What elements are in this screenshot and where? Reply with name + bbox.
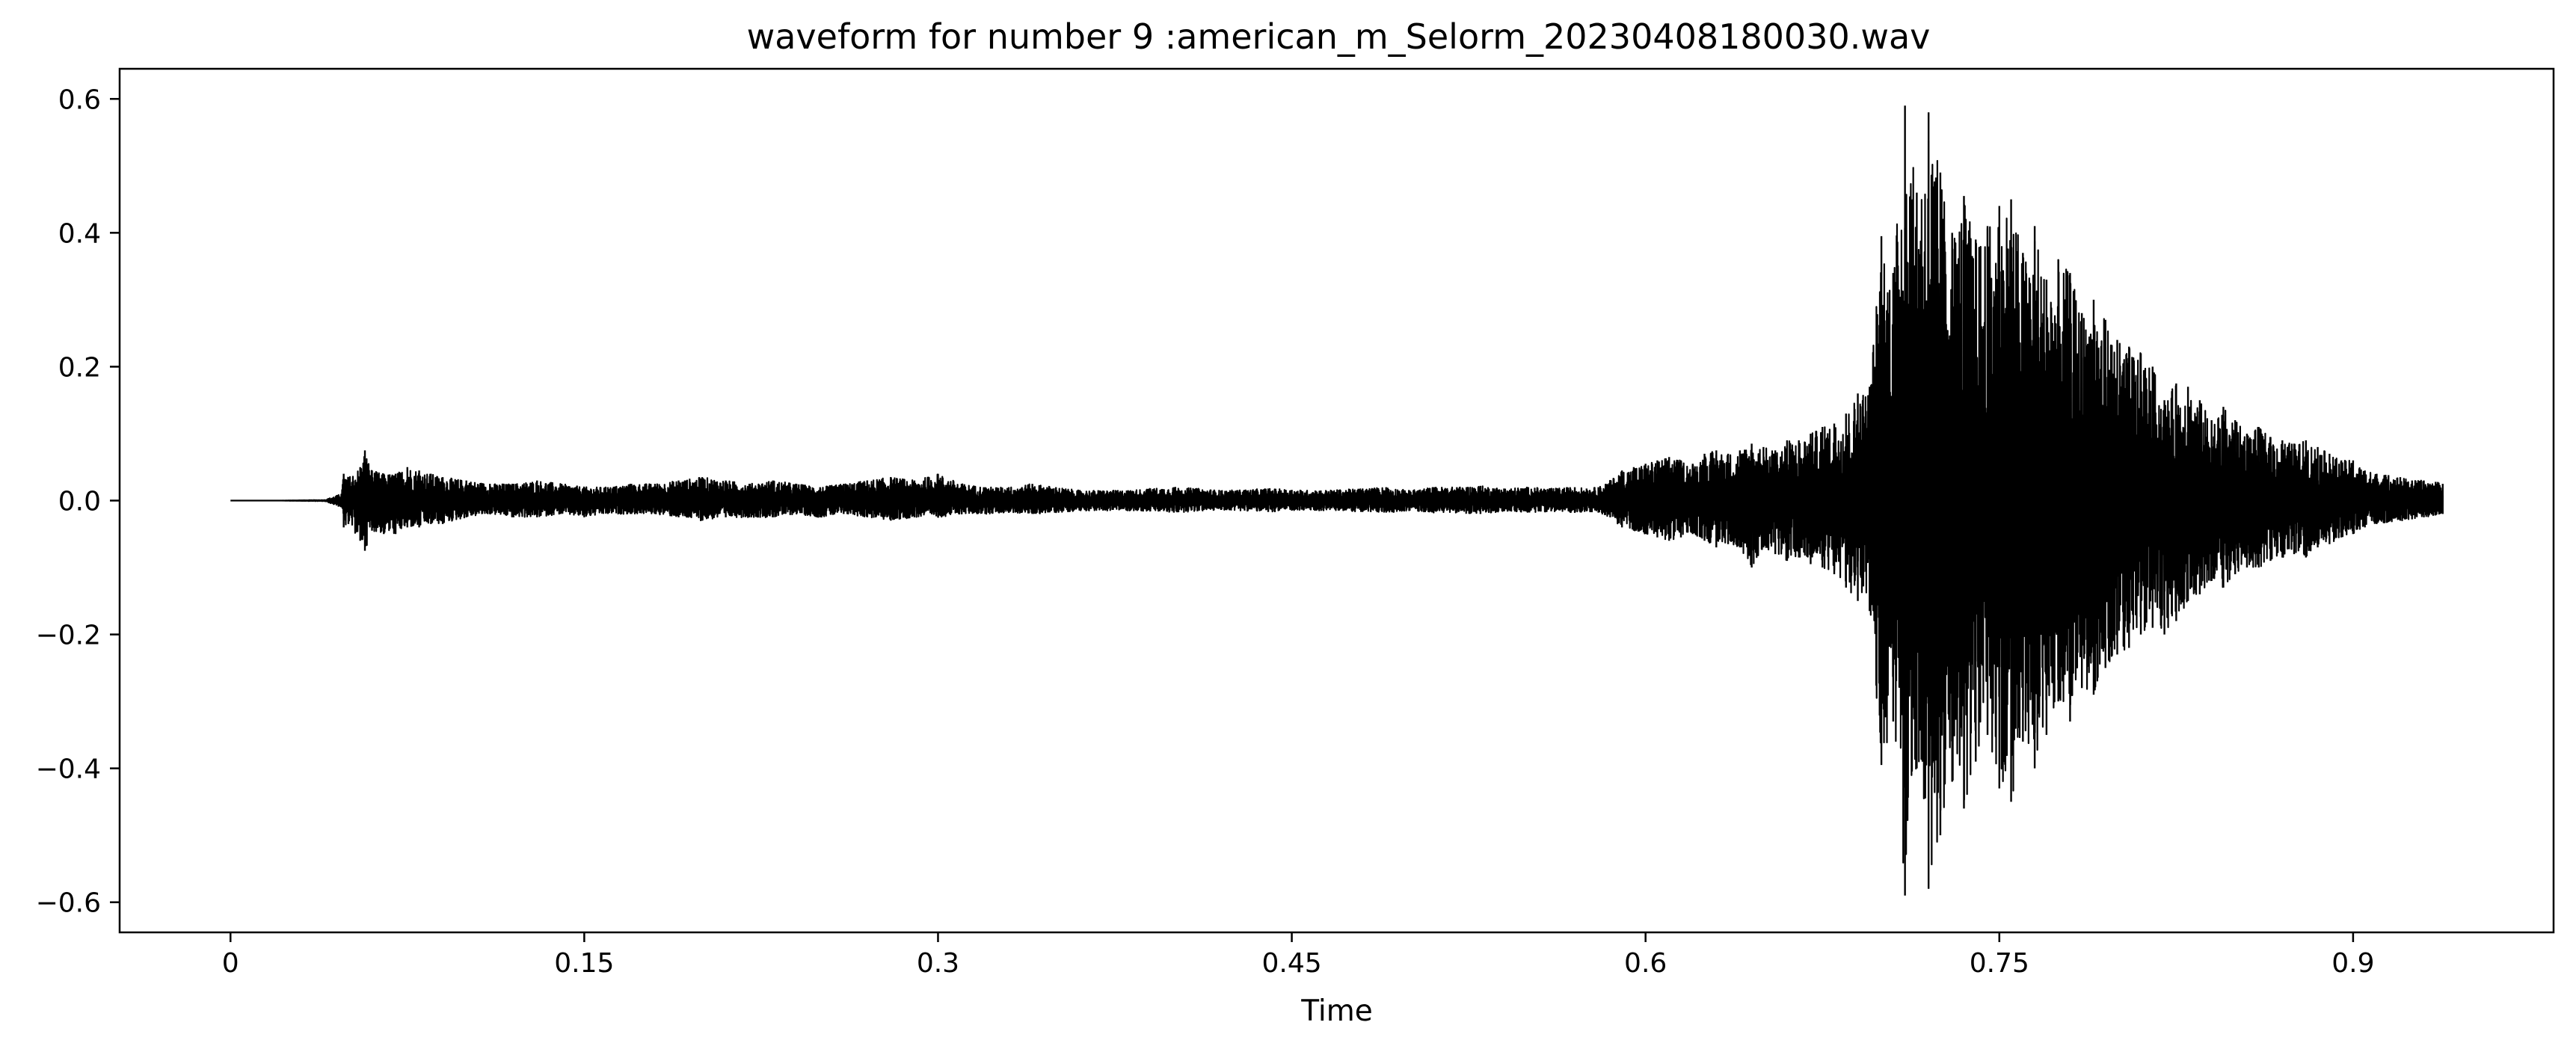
y-tick-label: 0.2 xyxy=(58,352,101,383)
x-tick-label: 0.15 xyxy=(554,948,614,979)
y-tick-label: −0.6 xyxy=(36,888,101,919)
plot-frame xyxy=(118,67,2555,934)
x-tick-label: 0.9 xyxy=(2331,948,2374,979)
axes: 0 0.15 0.3 0.45 0.6 0.75 0.9 0.6 0.4 0.2 0.0 −0.2 −0… xyxy=(36,84,2375,979)
x-tick-label: 0.6 xyxy=(1624,948,1667,979)
chart-title: waveform for number 9 :american_m_Selorm… xyxy=(747,16,1931,57)
x-tick-label: 0.75 xyxy=(1970,948,2029,979)
plot-area xyxy=(230,105,2444,896)
y-tick-label: −0.4 xyxy=(36,754,101,785)
y-tick-label: 0.6 xyxy=(58,84,101,115)
x-axis-label: Time xyxy=(1300,994,1372,1028)
y-tick-label: 0.0 xyxy=(58,487,101,517)
x-tick-label: 0.3 xyxy=(917,948,959,979)
x-tick-label: 0 xyxy=(222,948,239,979)
y-tick-label: 0.4 xyxy=(58,218,101,249)
x-tick-label: 0.45 xyxy=(1261,948,1321,979)
y-tick-label: −0.2 xyxy=(36,621,101,651)
waveform-line xyxy=(230,140,2444,866)
